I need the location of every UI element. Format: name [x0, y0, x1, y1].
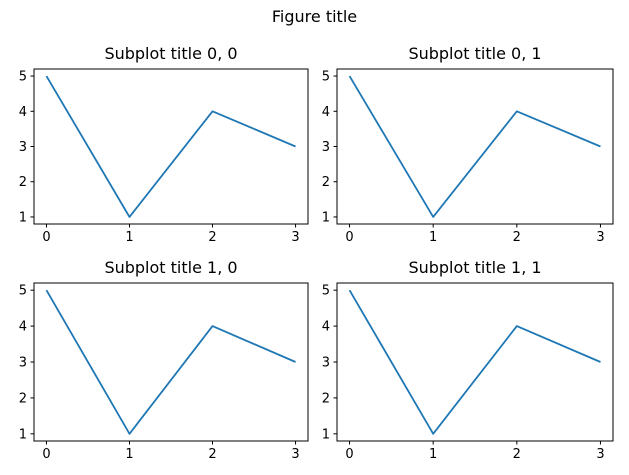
- line-series: [348, 75, 601, 218]
- subplot-title-1-0: Subplot title 1, 0: [104, 258, 238, 277]
- y-tick-label: 2: [19, 175, 27, 190]
- x-tick-label: 1: [125, 447, 133, 462]
- y-tick-label: 2: [19, 391, 27, 406]
- y-tick-label: 4: [19, 105, 27, 120]
- x-tick-label: 1: [429, 230, 437, 245]
- y-tick-label: 2: [322, 175, 330, 190]
- x-tick-label: 0: [42, 447, 50, 462]
- subplot-title-0-0: Subplot title 0, 0: [104, 44, 238, 63]
- x-tick-label: 3: [596, 447, 604, 462]
- axes-box: [33, 282, 309, 442]
- y-tick-label: 2: [322, 391, 330, 406]
- x-tick-label: 3: [596, 230, 604, 245]
- x-tick-label: 0: [345, 447, 353, 462]
- x-tick-label: 2: [208, 230, 216, 245]
- line-series: [45, 75, 296, 218]
- y-tick-label: 5: [19, 284, 27, 299]
- x-tick-label: 1: [125, 230, 133, 245]
- axes-box: [33, 68, 309, 225]
- y-tick-label: 1: [322, 427, 330, 442]
- x-tick-label: 3: [291, 447, 299, 462]
- subplot-title-0-1: Subplot title 0, 1: [408, 44, 542, 63]
- y-tick-label: 1: [19, 427, 27, 442]
- y-tick-label: 4: [19, 320, 27, 335]
- y-tick-label: 4: [322, 320, 330, 335]
- x-tick-label: 3: [291, 230, 299, 245]
- x-tick-label: 1: [429, 447, 437, 462]
- y-tick-label: 5: [322, 70, 330, 85]
- x-tick-label: 2: [208, 447, 216, 462]
- y-tick-label: 3: [322, 356, 330, 371]
- axes-box: [336, 282, 614, 442]
- y-tick-label: 3: [19, 356, 27, 371]
- x-tick-label: 0: [42, 230, 50, 245]
- y-tick-label: 4: [322, 105, 330, 120]
- subplot-title-1-1: Subplot title 1, 1: [408, 258, 542, 277]
- y-tick-label: 1: [19, 210, 27, 225]
- x-tick-label: 0: [345, 230, 353, 245]
- line-series: [45, 289, 296, 435]
- axes-box: [336, 68, 614, 225]
- y-tick-label: 5: [19, 70, 27, 85]
- figure-title: Figure title: [271, 7, 358, 26]
- x-tick-label: 2: [513, 447, 521, 462]
- y-tick-label: 1: [322, 210, 330, 225]
- y-tick-label: 3: [19, 140, 27, 155]
- x-tick-label: 2: [513, 230, 521, 245]
- line-series: [348, 289, 601, 435]
- y-tick-label: 5: [322, 284, 330, 299]
- y-tick-label: 3: [322, 140, 330, 155]
